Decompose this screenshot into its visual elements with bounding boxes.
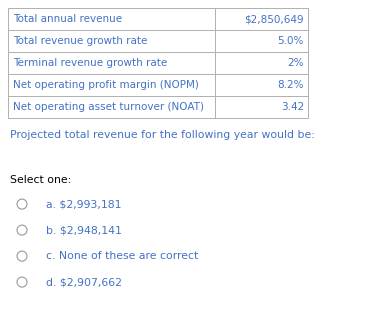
Text: 5.0%: 5.0% <box>277 36 304 46</box>
Text: Projected total revenue for the following year would be:: Projected total revenue for the followin… <box>10 130 315 140</box>
Bar <box>8 8 215 30</box>
Text: Total revenue growth rate: Total revenue growth rate <box>13 36 147 46</box>
Text: 8.2%: 8.2% <box>277 80 304 90</box>
Text: Select one:: Select one: <box>10 175 71 185</box>
Text: 2%: 2% <box>288 58 304 68</box>
Text: $2,850,649: $2,850,649 <box>244 14 304 24</box>
Text: Total annual revenue: Total annual revenue <box>13 14 122 24</box>
Bar <box>215 30 308 52</box>
Bar <box>215 74 308 96</box>
Text: Net operating asset turnover (NOAT): Net operating asset turnover (NOAT) <box>13 102 204 112</box>
Bar <box>8 30 215 52</box>
Text: a. $2,993,181: a. $2,993,181 <box>46 199 121 209</box>
Text: d. $2,907,662: d. $2,907,662 <box>46 277 122 287</box>
Text: c. None of these are correct: c. None of these are correct <box>46 251 198 261</box>
Circle shape <box>17 199 27 209</box>
Bar <box>8 52 215 74</box>
Text: b. $2,948,141: b. $2,948,141 <box>46 225 122 235</box>
Bar <box>8 96 215 118</box>
Circle shape <box>17 225 27 235</box>
Text: Net operating profit margin (NOPM): Net operating profit margin (NOPM) <box>13 80 199 90</box>
Bar <box>215 96 308 118</box>
Bar <box>8 74 215 96</box>
Text: 3.42: 3.42 <box>281 102 304 112</box>
Bar <box>215 8 308 30</box>
Bar <box>215 52 308 74</box>
Circle shape <box>17 251 27 261</box>
Text: Terminal revenue growth rate: Terminal revenue growth rate <box>13 58 167 68</box>
Circle shape <box>17 277 27 287</box>
